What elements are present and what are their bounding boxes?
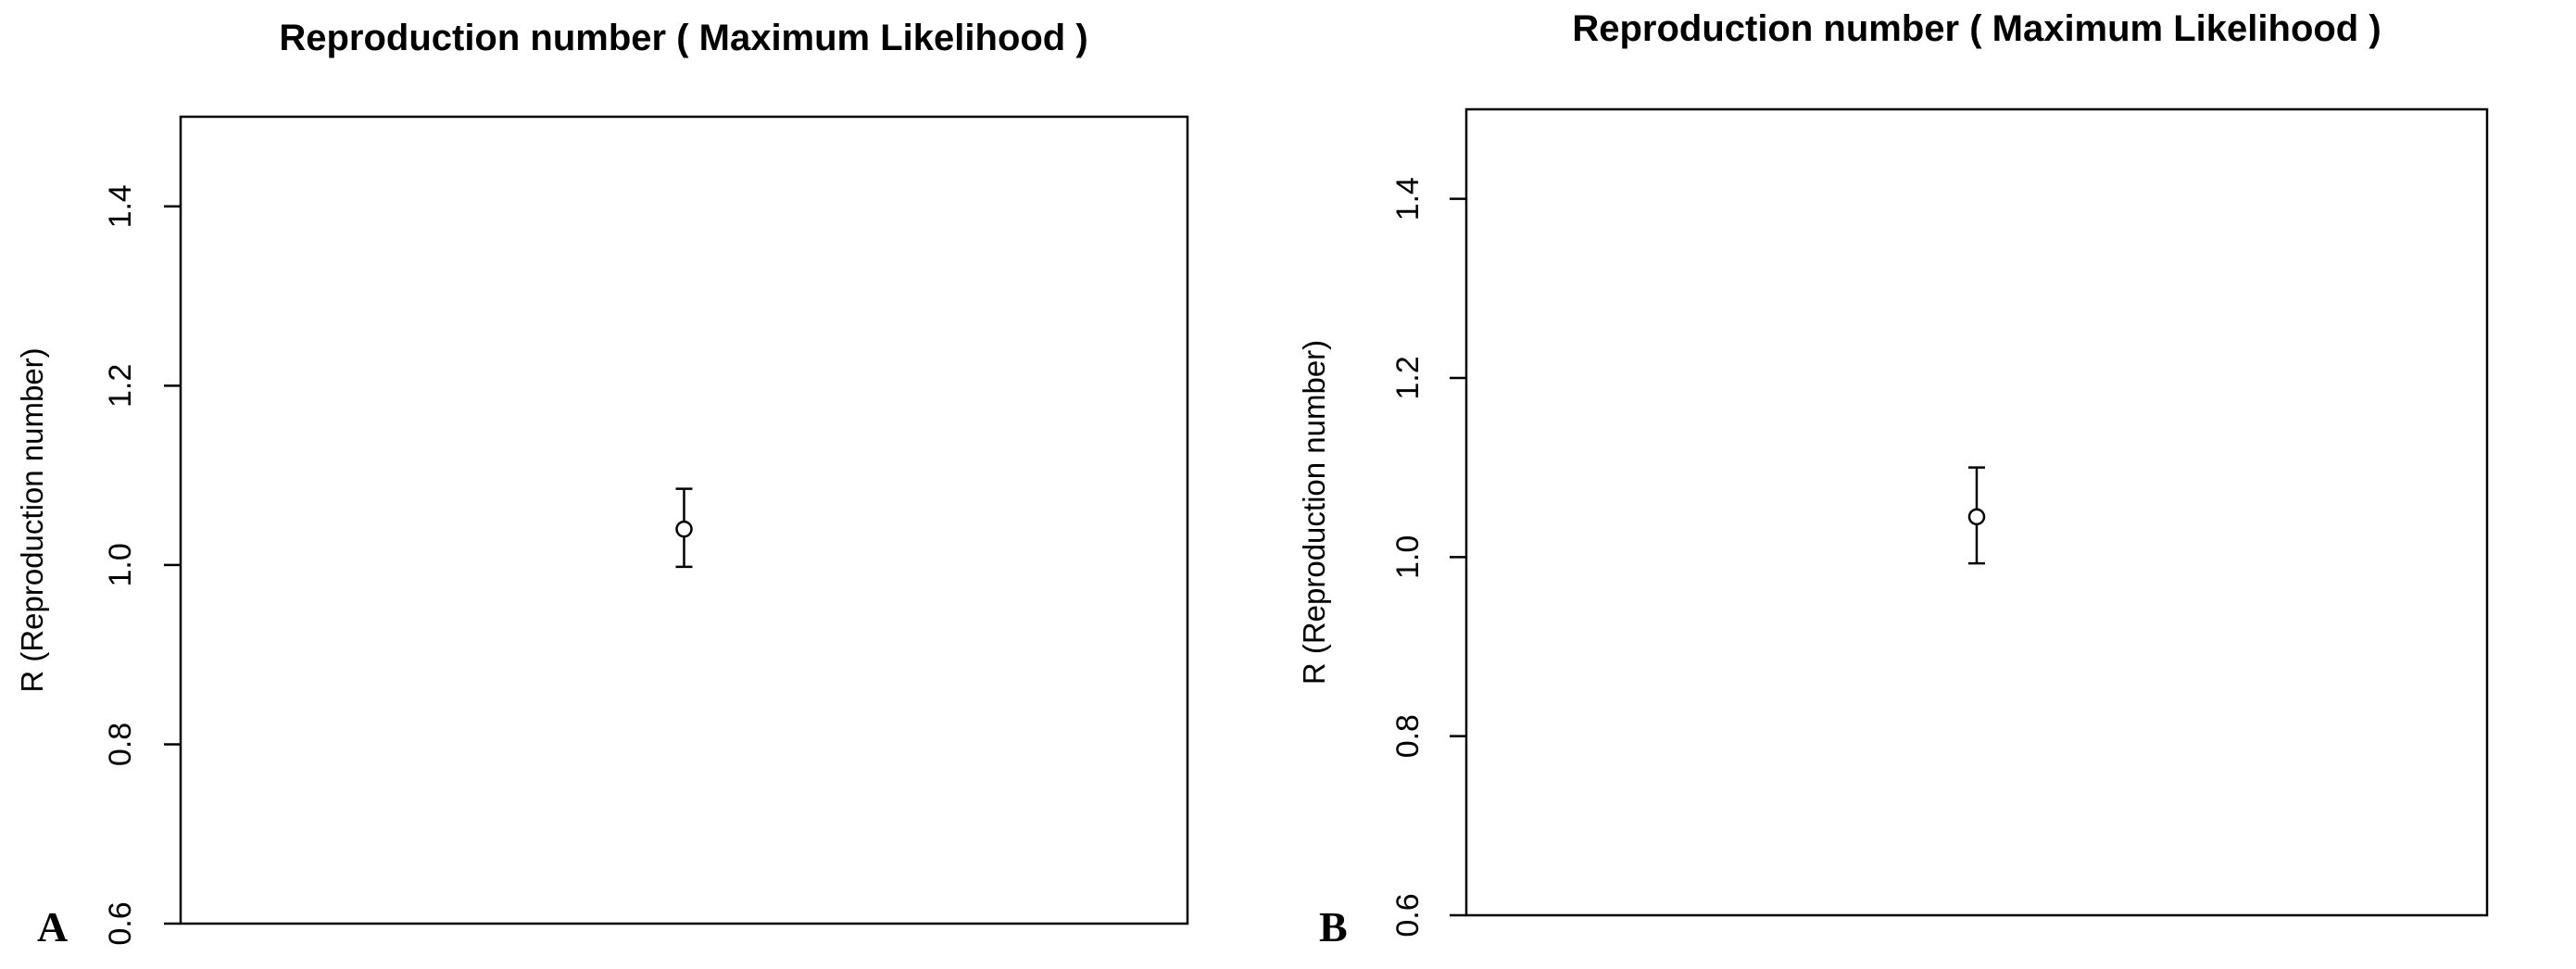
y-tick-label: 0.6 [1390, 893, 1426, 937]
data-point [675, 520, 693, 538]
panel-letter: A [37, 903, 68, 950]
y-tick-label: 1.4 [1390, 177, 1426, 220]
data-marks [1967, 466, 1986, 565]
panel-letter: B [1319, 903, 1348, 950]
chart-title: Reproduction number ( Maximum Likelihood… [279, 18, 1087, 58]
data-marks [675, 487, 693, 569]
data-point [1967, 508, 1986, 526]
plot-frame [179, 115, 1189, 925]
y-axis-label: R (Reproduction number) [15, 347, 49, 692]
y-tick-label: 1.0 [103, 543, 138, 586]
y-tick-label: 1.2 [103, 364, 138, 408]
y-axis-label: R (Reproduction number) [1297, 340, 1331, 685]
plot-frame [1464, 107, 2489, 917]
y-tick-label: 0.8 [1390, 714, 1426, 758]
y-axis-ticks: 0.6 0.8 1.0 1.2 1.4 [1390, 177, 1466, 938]
chart-title: Reproduction number ( Maximum Likelihood… [1572, 8, 2381, 49]
y-tick-label: 0.6 [103, 901, 138, 945]
chart-panel-b: Reproduction number ( Maximum Likelihood… [1297, 8, 2489, 950]
y-axis-ticks: 0.6 0.8 1.0 1.2 1.4 [103, 184, 181, 946]
chart-panel-a: Reproduction number ( Maximum Likelihood… [15, 18, 1189, 950]
y-tick-label: 1.0 [1390, 535, 1426, 579]
y-tick-label: 1.4 [103, 184, 138, 228]
y-tick-label: 1.2 [1390, 356, 1426, 399]
y-tick-label: 0.8 [103, 723, 138, 766]
